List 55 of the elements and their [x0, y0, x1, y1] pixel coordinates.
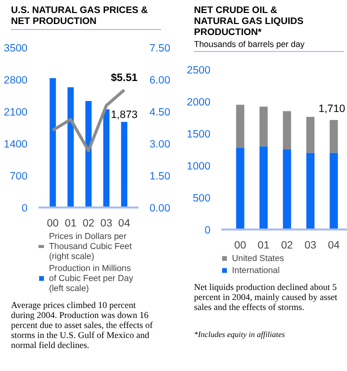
bar [306, 152, 314, 230]
x-tick-label: 01 [64, 218, 77, 230]
y2-tick-label: 6.00 [150, 74, 170, 86]
chart-title: NET CRUDE OIL & NATURAL GAS LIQUIDS PRODUCTION* [194, 5, 304, 38]
y2-tick-label: 7.50 [150, 42, 170, 54]
x-tick-label: 01 [258, 240, 270, 252]
chart-title: U.S. NATURAL GAS PRICES & NET PRODUCTION [11, 5, 149, 27]
bar [260, 146, 268, 230]
x-tick-label: 03 [304, 240, 316, 252]
y2-tick-label: 4.50 [150, 106, 170, 118]
x-tick-label: 00 [46, 218, 59, 230]
bar [330, 152, 338, 230]
bar [236, 148, 244, 230]
x-tick-label: 03 [100, 218, 112, 230]
y2-tick-label: 1.50 [150, 170, 170, 182]
legend-label: United States [232, 253, 284, 264]
legend-label: International [232, 265, 280, 276]
y-tick-label: 1000 [186, 160, 211, 173]
y-tick-label: 700 [10, 170, 28, 182]
chart-subtitle: Thousands of barrels per day [194, 39, 306, 49]
y-tick-label: 0 [204, 224, 211, 237]
y-tick-label: 3500 [4, 42, 28, 54]
bar [68, 87, 74, 208]
text: *Includes equity in affiliates [194, 330, 286, 340]
bar [282, 150, 292, 230]
y-tick-label: 2100 [4, 106, 28, 118]
bar [330, 120, 338, 153]
y2-tick-label: 3.00 [150, 138, 170, 150]
bar [50, 78, 56, 208]
y-tick-label: 2500 [186, 64, 211, 77]
bar [260, 106, 268, 146]
data-label: $5.51 [110, 72, 138, 84]
y-tick-label: 2000 [186, 96, 211, 109]
bar [306, 117, 314, 153]
text: Average prices climbed 10 percent during 2004. Production was down 16 percent due to asset sales, the effects of storms in the U.S. Gulf of Mexico and normal field declines. [11, 300, 154, 350]
y-tick-label: 1400 [4, 138, 28, 150]
y-tick-label: 2800 [4, 74, 28, 86]
x-tick-label: 00 [234, 240, 246, 252]
total-label: 1,710 [318, 103, 346, 116]
bar [282, 111, 292, 150]
bar [236, 104, 244, 148]
y-tick-label: 500 [192, 192, 211, 205]
x-tick-label: 04 [328, 240, 340, 252]
legend-label: Prices in Dollars per Thousand Cubic Feet (right scale) [49, 231, 132, 261]
x-tick-label: 02 [281, 240, 293, 252]
x-tick-label: 02 [82, 218, 94, 230]
bar [121, 122, 128, 208]
y2-tick-label: 0.00 [150, 202, 170, 214]
y-tick-label: 1500 [186, 128, 211, 141]
y-tick-label: 0 [22, 202, 28, 214]
legend-label: Production in Millions of Cubic Feet per Day (left scale) [49, 263, 134, 293]
text: Net liquids production declined about 5 percent in 2004, mainly caused by asset sales and the effects of storms. [194, 282, 338, 312]
x-tick-label: 04 [118, 218, 130, 230]
data-label: 1,873 [110, 108, 138, 121]
bar [103, 109, 110, 208]
